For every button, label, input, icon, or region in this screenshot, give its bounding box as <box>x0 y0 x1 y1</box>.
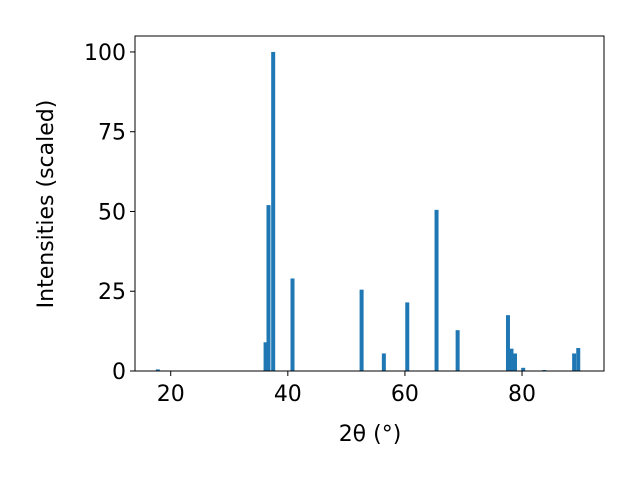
bar <box>266 205 271 371</box>
x-tick-label: 40 <box>274 382 302 407</box>
bar <box>405 302 410 371</box>
y-axis-label: Intensities (scaled) <box>34 100 59 309</box>
x-tick-label: 80 <box>508 382 536 407</box>
y-tick-label: 25 <box>98 280 126 305</box>
bar <box>505 315 510 371</box>
bar <box>434 209 439 371</box>
x-tick-label: 60 <box>391 382 419 407</box>
bar <box>271 51 276 371</box>
bar <box>576 348 581 371</box>
bar <box>513 353 518 371</box>
x-tick-label: 20 <box>157 382 185 407</box>
bar <box>359 289 364 371</box>
y-tick-label: 50 <box>98 200 126 225</box>
bar <box>155 369 160 371</box>
bar <box>290 278 295 371</box>
bar <box>263 342 268 371</box>
bar <box>572 353 577 371</box>
bar <box>521 367 526 371</box>
bar <box>509 348 514 371</box>
y-tick-label: 100 <box>84 41 126 66</box>
bar <box>381 353 386 371</box>
y-tick-label: 0 <box>112 360 126 385</box>
bar <box>455 330 460 371</box>
plot-frame <box>134 35 605 372</box>
x-axis-label: 2θ (°) <box>339 422 402 447</box>
y-tick-label: 75 <box>98 121 126 146</box>
